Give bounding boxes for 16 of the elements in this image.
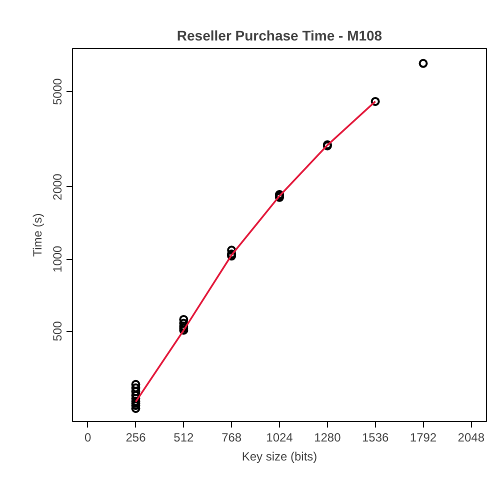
x-tick-label: 512: [174, 430, 194, 444]
chart-title: Reseller Purchase Time - M108: [176, 28, 382, 44]
x-tick-label: 2048: [458, 430, 485, 444]
y-tick-label: 5000: [50, 78, 64, 106]
x-tick-label: 768: [222, 430, 242, 444]
x-tick-label: 256: [126, 430, 146, 444]
x-tick-label: 1536: [362, 430, 389, 444]
y-tick-label: 2000: [50, 173, 64, 200]
x-tick-label: 1280: [314, 430, 342, 444]
x-tick-label: 1792: [410, 430, 437, 444]
x-tick-label: 1024: [266, 430, 294, 444]
x-tick-label: 0: [84, 430, 92, 444]
y-tick-label: 1000: [50, 245, 64, 272]
y-tick-label: 500: [50, 320, 64, 342]
x-axis-title: Key size (bits): [242, 450, 318, 464]
y-axis-title: Time (s): [30, 213, 44, 257]
